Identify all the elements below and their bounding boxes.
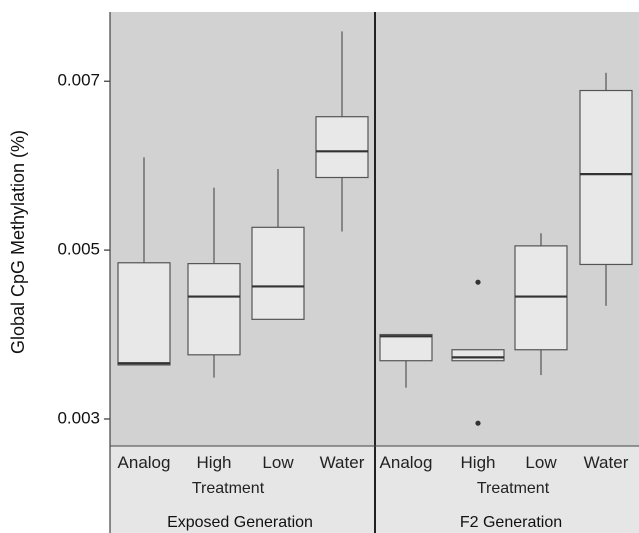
x-tick-label: Analog: [380, 453, 433, 472]
y-tick: 0.003: [57, 408, 110, 427]
facet-strip: [110, 446, 375, 533]
box-water: [315, 31, 369, 232]
y-tick-label: 0.003: [57, 408, 100, 427]
box-water: [579, 72, 633, 306]
x-tick-label: Low: [262, 453, 294, 472]
box-analog: [379, 333, 433, 388]
box-body: [514, 245, 568, 351]
facet-strip: [375, 446, 639, 533]
panel-background: [110, 12, 375, 446]
x-tick-label: High: [461, 453, 496, 472]
y-tick: 0.007: [57, 71, 110, 90]
facet-title: Exposed Generation: [167, 514, 313, 531]
facet-title: F2 Generation: [460, 514, 562, 531]
box-body: [117, 262, 171, 366]
x-tick-label: Low: [525, 453, 557, 472]
y-axis-title: Global CpG Methylation (%): [8, 130, 28, 354]
x-tick-label: Water: [584, 453, 629, 472]
y-tick: 0.005: [57, 240, 110, 259]
box-group: [379, 72, 633, 426]
x-axis-title: Treatment: [477, 480, 550, 497]
box-body: [379, 333, 433, 362]
box-low: [514, 233, 568, 376]
x-category-labels: Analog High Low Water: [118, 453, 365, 472]
box-high: [187, 187, 241, 378]
box-low: [251, 169, 305, 320]
box-body: [579, 89, 633, 266]
box-high: [451, 279, 505, 426]
outlier-point: [475, 420, 481, 426]
panel-f2-generation: Analog High Low Water Treatment F2 Gener…: [375, 12, 639, 533]
box-body: [187, 263, 241, 356]
x-axis-title: Treatment: [192, 480, 265, 497]
y-tick-label: 0.005: [57, 240, 100, 259]
box-body: [451, 349, 505, 362]
box-body: [251, 226, 305, 320]
x-tick-label: Water: [320, 453, 365, 472]
box-group: [117, 31, 369, 378]
x-category-labels: Analog High Low Water: [380, 453, 629, 472]
panel-exposed-generation: Analog High Low Water Treatment Exposed …: [110, 12, 375, 533]
x-tick-label: Analog: [118, 453, 171, 472]
box-analog: [117, 157, 171, 366]
y-tick-label: 0.007: [57, 71, 100, 90]
box-body: [315, 116, 369, 179]
x-tick-label: High: [197, 453, 232, 472]
outlier-point: [475, 279, 481, 285]
y-axis-ticks: 0.003 0.005 0.007: [57, 71, 110, 427]
